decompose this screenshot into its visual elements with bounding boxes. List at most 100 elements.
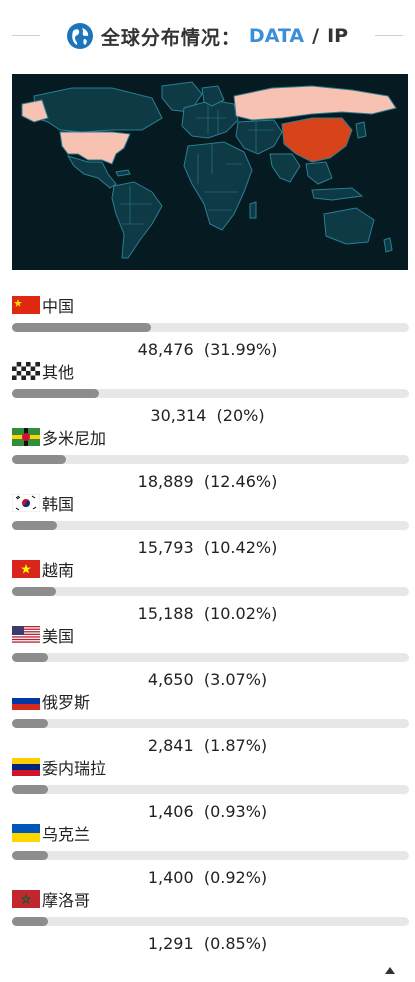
progress-bar-fill [12, 521, 58, 530]
country-count: 1,406 [147, 802, 194, 821]
title-text: 全球分布情况： [100, 26, 241, 49]
country-label-row: 乌克兰 [12, 822, 90, 844]
country-label-row: 委内瑞拉 [12, 756, 106, 778]
progress-bar-fill [12, 785, 48, 794]
russia [233, 85, 397, 121]
data-toggle-link[interactable]: DATA [248, 25, 305, 47]
section-title: 全球分布情况： DATA / IP [66, 23, 349, 50]
country-label-row: 中国 [12, 294, 74, 316]
progress-bar-track [12, 851, 409, 860]
country-label-row: 多米尼加 [12, 426, 106, 448]
country-item[interactable]: 乌克兰 1,400 (0.92%) [0, 822, 415, 888]
country-count: 15,793 [137, 538, 194, 557]
country-percent: (1.87%) [203, 736, 268, 755]
progress-bar-track [12, 389, 409, 398]
progress-bar-fill [12, 587, 56, 596]
progress-bar-fill [12, 653, 48, 662]
world-map[interactable] [12, 74, 408, 270]
country-item[interactable]: 其他 30,314 (20%) [0, 360, 415, 426]
usa-flag-icon [12, 626, 40, 644]
country-percent: (0.85%) [203, 934, 268, 953]
australia [323, 207, 375, 245]
country-name: 韩国 [42, 495, 75, 514]
new-zealand [383, 237, 393, 253]
globe-icon [66, 23, 93, 49]
country-value: 1,406 (0.93%) [0, 802, 415, 821]
canada [33, 87, 163, 133]
central-asia [235, 119, 283, 155]
china-flag-icon [12, 296, 40, 314]
country-item[interactable]: 越南 15,188 (10.02%) [0, 558, 415, 624]
country-item[interactable]: 美国 4,650 (3.07%) [0, 624, 415, 690]
country-percent: (10.42%) [203, 538, 278, 557]
progress-bar-track [12, 653, 409, 662]
section-header: 全球分布情况： DATA / IP [0, 18, 415, 54]
country-item[interactable]: 俄罗斯 2,841 (1.87%) [0, 690, 415, 756]
se-asia [305, 161, 333, 185]
country-value: 15,188 (10.02%) [0, 604, 415, 623]
country-label-row: 其他 [12, 360, 74, 382]
checkered-flag-icon [12, 362, 40, 380]
country-item[interactable]: 韩国 15,793 (10.42%) [0, 492, 415, 558]
country-value: 30,314 (20%) [0, 406, 415, 425]
country-label-row: 韩国 [12, 492, 74, 514]
progress-bar-track [12, 521, 409, 530]
country-count: 15,188 [137, 604, 194, 623]
progress-bar-fill [12, 455, 67, 464]
ip-toggle-link[interactable]: IP [327, 25, 349, 47]
country-item[interactable]: 中国 48,476 (31.99%) [0, 294, 415, 360]
europe [181, 99, 239, 139]
country-count: 18,889 [137, 472, 194, 491]
country-count: 48,476 [137, 340, 194, 359]
progress-bar-fill [12, 851, 48, 860]
scandinavia [201, 85, 225, 107]
progress-bar-track [12, 917, 409, 926]
country-percent: (0.92%) [203, 868, 268, 887]
scroll-up-icon[interactable] [385, 967, 395, 974]
madagascar [249, 201, 257, 219]
country-name: 俄罗斯 [42, 693, 91, 712]
vietnam-flag-icon [12, 560, 40, 578]
country-name: 多米尼加 [42, 429, 107, 448]
progress-bar-fill [12, 389, 99, 398]
alaska [21, 99, 49, 123]
country-name: 其他 [42, 363, 75, 382]
india [269, 153, 301, 183]
progress-bar-fill [12, 719, 48, 728]
header-divider-right [375, 35, 403, 36]
country-item[interactable]: 委内瑞拉 1,406 (0.93%) [0, 756, 415, 822]
usa [59, 131, 131, 165]
progress-bar-track [12, 587, 409, 596]
country-count: 1,400 [147, 868, 194, 887]
country-name: 美国 [42, 627, 75, 646]
country-count: 1,291 [147, 934, 194, 953]
country-value: 1,291 (0.85%) [0, 934, 415, 953]
ukraine-flag-icon [12, 824, 40, 842]
russia-flag-icon [12, 692, 40, 710]
country-item[interactable]: 摩洛哥 1,291 (0.85%) [0, 888, 415, 954]
country-name: 摩洛哥 [42, 891, 91, 910]
country-count: 2,841 [147, 736, 194, 755]
africa [183, 141, 253, 231]
country-percent: (20%) [216, 406, 265, 425]
country-item[interactable]: 多米尼加 18,889 (12.46%) [0, 426, 415, 492]
progress-bar-fill [12, 323, 151, 332]
country-percent: (0.93%) [203, 802, 268, 821]
country-label-row: 美国 [12, 624, 74, 646]
country-count: 30,314 [150, 406, 207, 425]
japan [355, 121, 367, 139]
country-name: 委内瑞拉 [42, 759, 107, 778]
country-value: 48,476 (31.99%) [0, 340, 415, 359]
progress-bar-track [12, 785, 409, 794]
progress-bar-track [12, 719, 409, 728]
title-separator: / [312, 25, 320, 47]
country-list: 中国 48,476 (31.99%) 其他 30,314 (20%) 多米尼加 18,88… [0, 294, 415, 954]
country-value: 18,889 (12.46%) [0, 472, 415, 491]
country-label-row: 俄罗斯 [12, 690, 90, 712]
caribbean [115, 169, 131, 177]
china [281, 117, 353, 163]
country-label-row: 摩洛哥 [12, 888, 90, 910]
country-name: 乌克兰 [42, 825, 91, 844]
country-percent: (12.46%) [203, 472, 278, 491]
header-divider-left [12, 35, 40, 36]
